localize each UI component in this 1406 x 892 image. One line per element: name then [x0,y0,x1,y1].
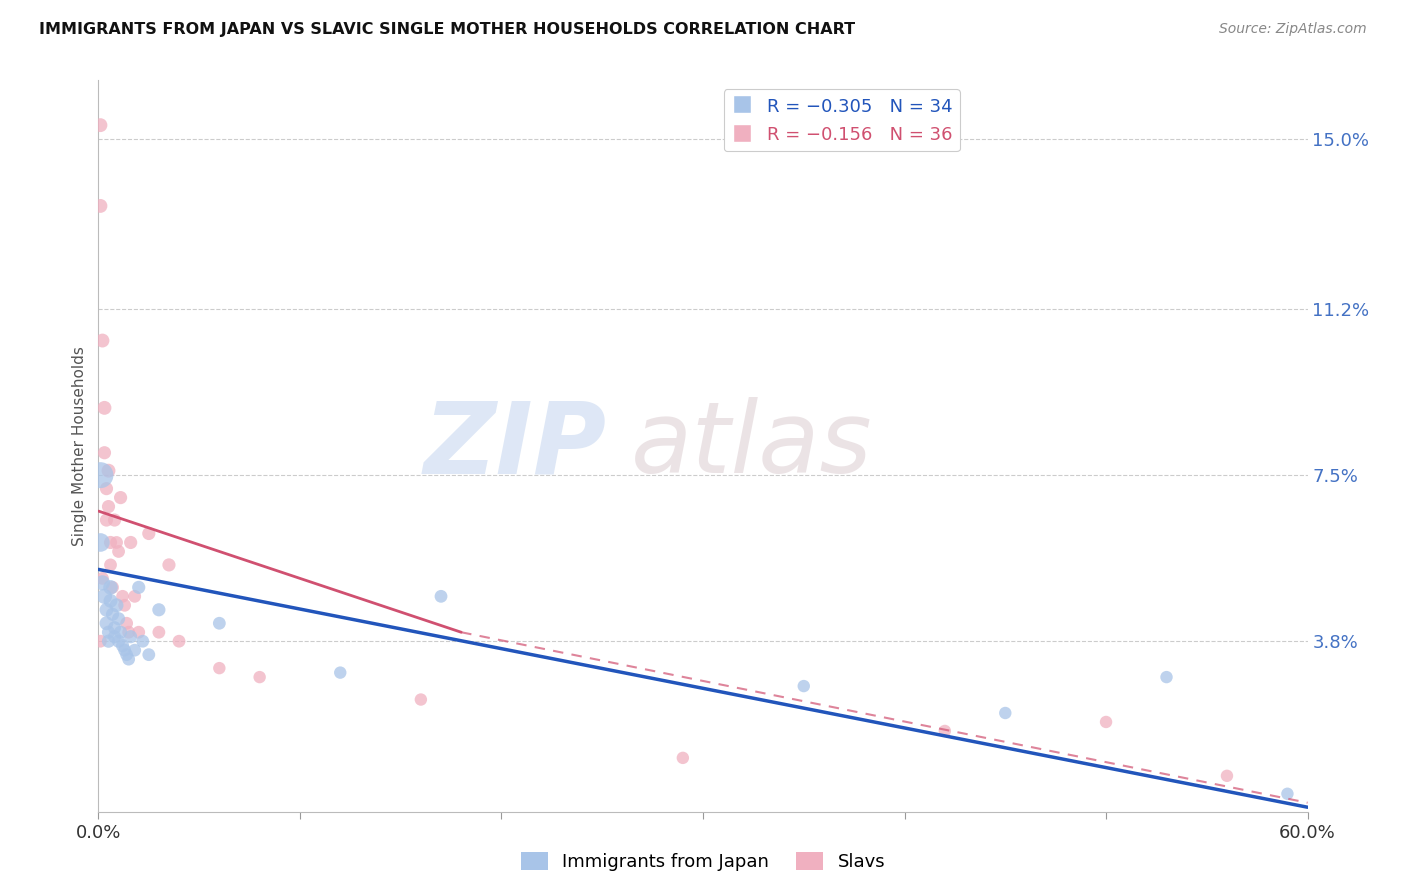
Point [89,118,111,132]
Text: IMMIGRANTS FROM JAPAN VS SLAVIC SINGLE MOTHER HOUSEHOLDS CORRELATION CHART: IMMIGRANTS FROM JAPAN VS SLAVIC SINGLE M… [39,22,855,37]
Point [994,706,1017,720]
Point [1277,787,1299,801]
Point [97,500,120,514]
Point [101,580,124,594]
Point [208,616,231,631]
Point [793,679,815,693]
Point [107,544,129,558]
Point [115,648,138,662]
Point [110,625,132,640]
Text: atlas: atlas [630,398,872,494]
Point [91,575,114,590]
Point [114,599,136,613]
Point [1095,714,1118,729]
Point [93,590,115,604]
Point [329,665,352,680]
Point [105,535,128,549]
Point [118,625,141,640]
Point [93,446,115,460]
Point [105,599,128,613]
Point [103,621,125,635]
Point [89,468,111,483]
Point [120,630,142,644]
Point [96,513,118,527]
Point [148,603,170,617]
Point [93,401,115,415]
Point [128,580,150,594]
Point [97,464,120,478]
Point [138,648,160,662]
Point [89,535,111,549]
Point [101,607,124,622]
Point [148,625,170,640]
Point [167,634,190,648]
Point [118,652,141,666]
Point [103,513,125,527]
Point [91,334,114,348]
Point [120,535,142,549]
Point [124,643,146,657]
Point [97,625,120,640]
Point [96,482,118,496]
Point [97,634,120,648]
Point [100,535,122,549]
Point [114,643,136,657]
Point [110,491,132,505]
Y-axis label: Single Mother Households: Single Mother Households [72,346,87,546]
Legend: R = −0.305   N = 34, R = −0.156   N = 36: R = −0.305 N = 34, R = −0.156 N = 36 [724,89,960,152]
Point [1156,670,1178,684]
Point [96,603,118,617]
Point [157,558,180,572]
Point [132,634,155,648]
Point [103,630,125,644]
Point [91,571,114,585]
Point [672,751,695,765]
Text: Source: ZipAtlas.com: Source: ZipAtlas.com [1219,22,1367,37]
Point [100,580,122,594]
Point [107,612,129,626]
Point [138,526,160,541]
Point [100,558,122,572]
Point [124,590,146,604]
Point [111,590,134,604]
Point [89,634,111,648]
Point [128,625,150,640]
Point [107,634,129,648]
Point [96,616,118,631]
Point [89,199,111,213]
Point [430,590,453,604]
Point [100,594,122,608]
Point [208,661,231,675]
Point [111,639,134,653]
Point [115,616,138,631]
Legend: Immigrants from Japan, Slavs: Immigrants from Japan, Slavs [513,845,893,879]
Text: ZIP: ZIP [423,398,606,494]
Point [934,723,956,738]
Point [409,692,432,706]
Point [249,670,271,684]
Point [1216,769,1239,783]
